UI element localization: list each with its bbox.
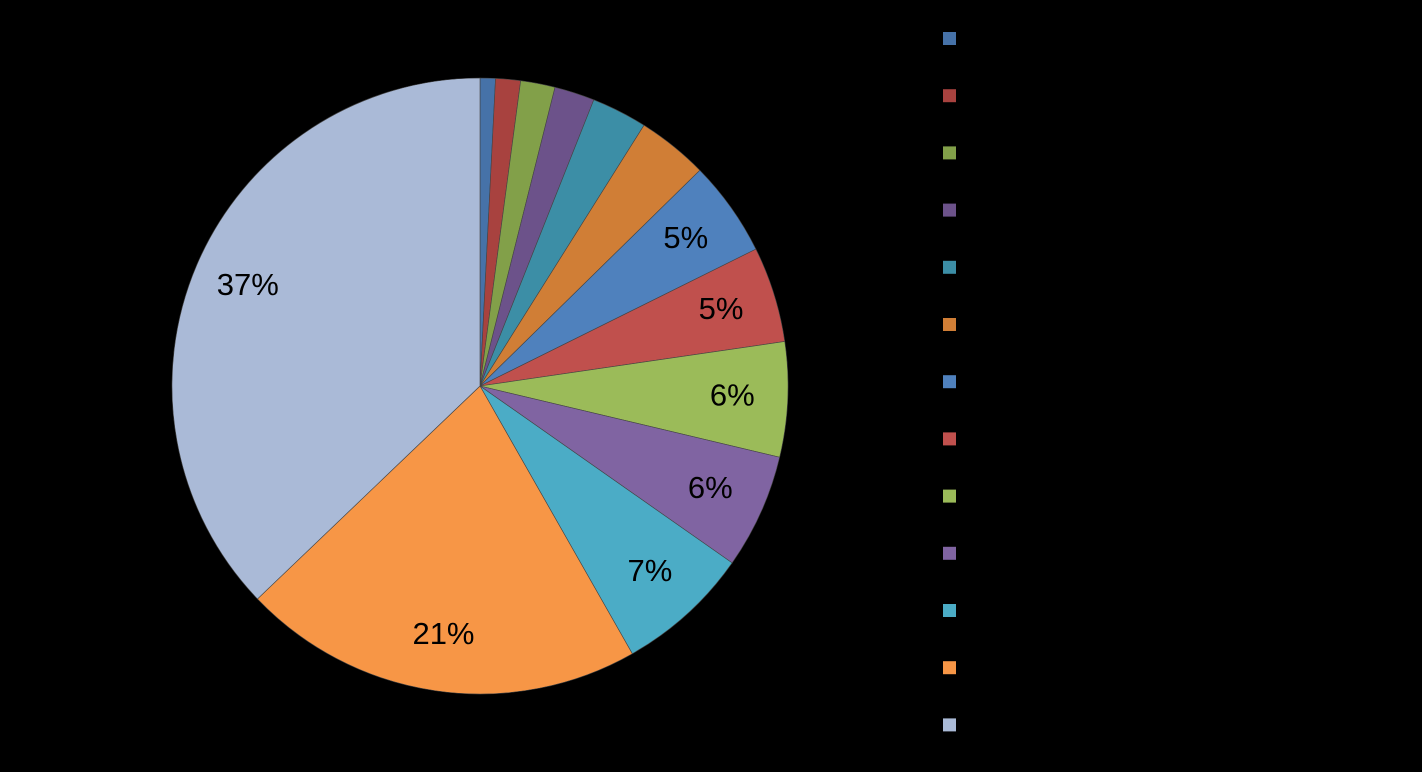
data-label: 6% [710,377,755,412]
data-label: 6% [688,470,733,505]
legend-marker [943,260,956,274]
data-label: 7% [628,553,673,588]
legend-marker [943,318,956,331]
pie-slice [257,385,633,695]
pie-slice [171,77,481,600]
legend-marker [943,489,956,503]
data-label: 37% [217,267,279,302]
legend-marker [943,604,956,617]
legend-marker [943,146,956,160]
legend-marker [943,432,956,446]
data-label: 5% [663,220,708,255]
legend-marker [943,32,956,45]
data-label: 5% [699,291,744,326]
legend-marker [943,661,956,675]
legend-marker [943,89,956,103]
legend-marker [943,375,956,389]
legend-marker [943,203,956,217]
legend-marker [943,546,956,560]
data-label: 21% [412,616,474,651]
pie-slice [479,385,733,655]
legend-marker [943,718,956,732]
